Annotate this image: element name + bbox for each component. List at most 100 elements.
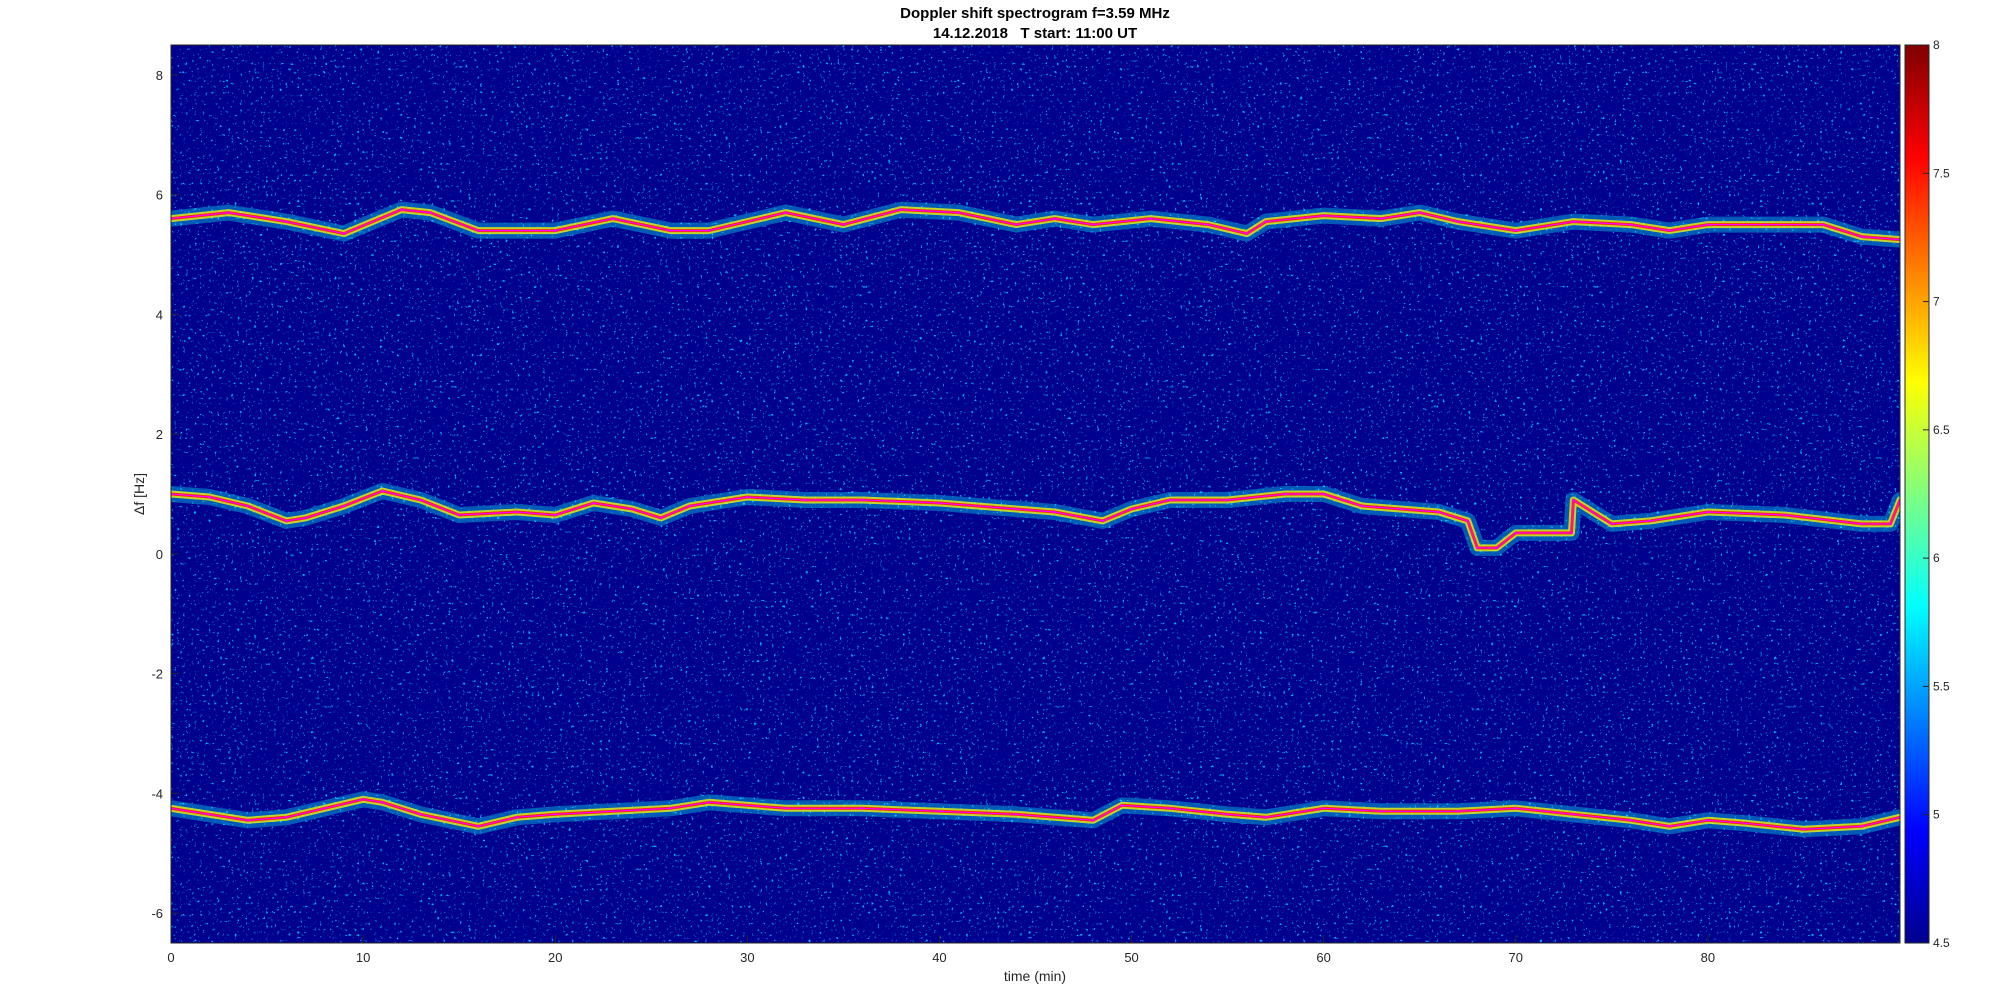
series-1-point — [1764, 223, 1767, 226]
series-2-point — [553, 513, 557, 517]
series-3-point — [1514, 807, 1518, 810]
series-2-point — [457, 513, 461, 517]
series-3-point — [1456, 810, 1460, 813]
x-tick-label: 50 — [1124, 950, 1138, 965]
y-axis-label: Δf [Hz] — [131, 473, 147, 515]
series-2-point — [630, 507, 634, 511]
series-3-point — [1706, 819, 1710, 822]
series-1-point — [429, 211, 432, 214]
series-1-point — [957, 211, 960, 214]
series-2-point — [1552, 531, 1556, 535]
chart-title: Doppler shift spectrogram f=3.59 MHz — [900, 5, 1170, 22]
series-1-point — [1860, 235, 1863, 238]
series-2-point — [1399, 507, 1402, 511]
series-1-point — [1207, 223, 1210, 226]
series-3-point — [285, 816, 288, 819]
series-2-point — [304, 516, 307, 520]
series-2-point — [1783, 513, 1786, 517]
x-tick-label: 60 — [1316, 950, 1330, 965]
series-1-point — [1380, 217, 1383, 220]
series-2-point — [1610, 522, 1614, 526]
colorbar-tick-label: 8 — [1933, 38, 1940, 52]
colorbar-tick-label: 6 — [1933, 551, 1940, 565]
y-tick-label: -6 — [151, 906, 163, 921]
chart-title-group: Doppler shift spectrogram f=3.59 MHz 14.… — [900, 5, 1170, 42]
series-3-point — [1745, 822, 1748, 825]
series-2-point — [746, 495, 749, 499]
series-2-point — [688, 504, 691, 508]
series-1-point — [1322, 214, 1325, 217]
series-1-point — [1629, 223, 1633, 226]
series-2-point — [208, 495, 211, 499]
series-1-point — [1572, 220, 1575, 223]
series-2-point — [381, 489, 384, 493]
chart-subtitle: 14.12.2018 T start: 11:00 UT — [933, 25, 1137, 42]
trace-layer — [171, 201, 1900, 838]
series-3-point — [784, 807, 788, 810]
series-1-point — [611, 217, 615, 220]
series-1-point — [553, 229, 557, 232]
series-3-point — [1380, 810, 1383, 813]
y-tick-label: 8 — [156, 68, 163, 83]
series-2-point — [1101, 519, 1104, 523]
series-1-point — [285, 220, 288, 223]
series-1-point — [1706, 223, 1710, 226]
series-3-point — [361, 798, 365, 801]
series-1-point — [1264, 220, 1268, 223]
series-3-point — [208, 813, 211, 816]
plot-area — [170, 44, 1901, 944]
series-3-point — [861, 807, 864, 810]
x-tick-label: 40 — [932, 950, 946, 965]
series-3-point — [1802, 828, 1806, 831]
colorbar-tick-label: 7 — [1933, 295, 1940, 309]
series-2-point — [861, 498, 864, 502]
series-2-point — [1649, 519, 1652, 523]
series-1-point — [400, 208, 403, 211]
series-3-point — [1015, 813, 1018, 816]
colorbar-gradient — [1904, 44, 1930, 944]
series-1-point — [1149, 217, 1153, 220]
series-3-point — [1668, 825, 1671, 828]
x-axis: 0 10 20 30 40 50 60 70 80 — [167, 935, 1715, 965]
x-tick-label: 10 — [356, 950, 370, 965]
noise-speckle — [171, 45, 1900, 943]
series-1-point — [1456, 220, 1460, 223]
series-3-point — [1629, 819, 1633, 822]
x-axis-label: time (min) — [1004, 968, 1066, 984]
series-3-point — [1091, 819, 1095, 822]
x-tick-label: 80 — [1701, 950, 1715, 965]
x-tick-label: 30 — [740, 950, 754, 965]
y-tick-label: -2 — [151, 667, 163, 682]
series-3-point — [553, 813, 557, 816]
series-2-point — [938, 501, 941, 505]
y-axis: 8 6 4 2 0 -2 -4 -6 — [151, 68, 179, 921]
series-1-point — [899, 208, 903, 211]
series-3-point — [1264, 816, 1268, 819]
series-2-point — [1283, 492, 1287, 496]
series-3-point — [1572, 813, 1575, 816]
series-3-point — [938, 810, 941, 813]
colorbar-tick-label: 4.5 — [1933, 936, 1950, 950]
series-2-point — [1570, 531, 1573, 535]
series-2-point — [246, 504, 250, 508]
plot-frame — [170, 44, 1901, 944]
colorbar-tick-label: 5 — [1933, 808, 1940, 822]
series-2-point — [1514, 531, 1518, 535]
colorbar: 8 7.5 7 6.5 6 5.5 5 4.5 — [1904, 38, 1950, 950]
series-3-point — [381, 801, 384, 804]
series-2-point — [1360, 504, 1364, 508]
series-1-point — [1668, 229, 1671, 232]
series-1-point — [1015, 223, 1018, 226]
y-tick-label: 4 — [156, 307, 163, 322]
series-2-point — [1322, 492, 1325, 496]
series-2-point — [1130, 507, 1133, 511]
series-2-point — [1466, 519, 1470, 523]
series-2-point — [1495, 546, 1498, 550]
x-tick-label: 70 — [1509, 950, 1523, 965]
colorbar-ticks: 8 7.5 7 6.5 6 5.5 5 4.5 — [1923, 38, 1950, 950]
series-3-point — [246, 819, 250, 822]
series-3-point — [669, 807, 672, 810]
series-2-point — [515, 510, 519, 514]
x-tick-label: 0 — [167, 950, 174, 965]
